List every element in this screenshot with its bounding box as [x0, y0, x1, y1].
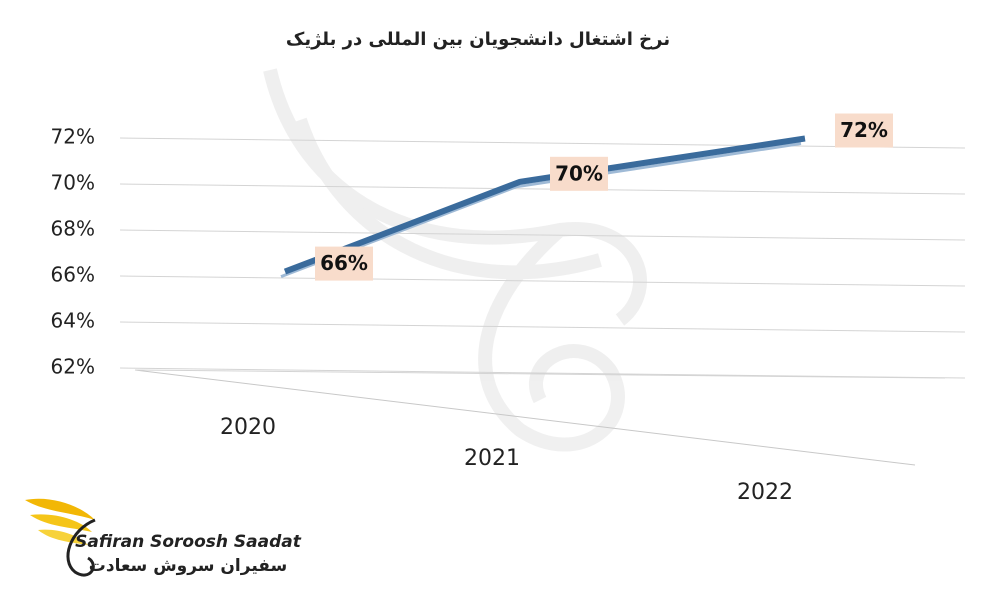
- y-tick-label: 64%: [51, 309, 95, 333]
- y-tick-label: 68%: [51, 217, 95, 241]
- grid-line: [119, 229, 966, 241]
- logo-name-en: Safiran Soroosh Saadat: [75, 532, 302, 552]
- value-label: 72%: [840, 118, 888, 142]
- line: [283, 135, 806, 275]
- floor-back: [134, 369, 946, 379]
- value-label-box: [835, 113, 893, 148]
- y-tick-label: 70%: [51, 171, 95, 195]
- logo: Safiran Soroosh Saadat سفیران سروش سعادت: [25, 498, 302, 577]
- x-tick-label: 2021: [464, 446, 520, 471]
- y-tick-label: 66%: [51, 263, 95, 287]
- value-label: 70%: [555, 161, 603, 185]
- grid-line: [119, 367, 966, 379]
- watermark: [263, 68, 647, 452]
- value-label: 66%: [320, 251, 368, 275]
- logo-name-fa: سفیران سروش سعادت: [89, 556, 287, 576]
- y-tick-label: 62%: [51, 355, 95, 379]
- value-label-box: [315, 246, 373, 281]
- grid-line: [119, 183, 966, 195]
- value-label-box: [550, 156, 608, 191]
- grid-line: [119, 137, 966, 149]
- chart-title: نرخ اشتغال دانشجویان بین المللی در بلژیک: [286, 29, 670, 50]
- y-tick-label: 72%: [51, 125, 95, 149]
- x-tick-label: 2020: [220, 415, 276, 440]
- grid-line: [119, 275, 966, 287]
- grid-line: [119, 321, 966, 333]
- floor-edge: [134, 369, 916, 466]
- x-tick-label: 2022: [737, 480, 793, 505]
